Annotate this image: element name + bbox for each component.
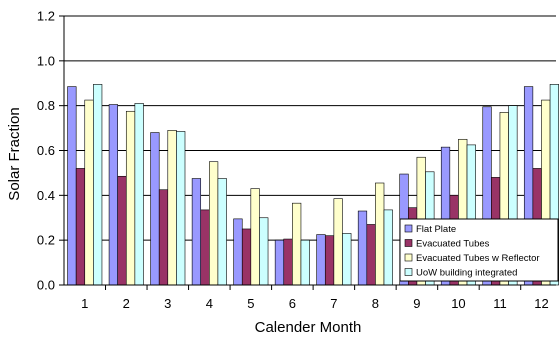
legend-swatch — [404, 253, 413, 262]
legend-label: Evacuated Tubes w Reflector — [416, 253, 540, 264]
x-tick-label: 5 — [247, 296, 254, 311]
legend-label: UoW building integrated — [416, 268, 517, 279]
legend-swatch — [404, 268, 413, 276]
bar-evacuated-tubes-w-reflector — [292, 202, 302, 286]
x-tick-label: 4 — [206, 296, 213, 311]
y-tick-label: 0.2 — [37, 233, 55, 248]
bar-evacuated-tubes — [241, 228, 252, 286]
bar-uow-building-integrated — [217, 178, 227, 286]
bar-evacuated-tubes-w-reflector — [250, 188, 260, 286]
x-tick-label: 6 — [289, 296, 296, 311]
bar-flat-plate — [108, 104, 118, 286]
legend-label: Evacuated Tubes — [416, 239, 490, 250]
bar-flat-plate — [150, 132, 160, 286]
bar-evacuated-tubes — [283, 238, 293, 286]
bar-evacuated-tubes — [158, 189, 169, 286]
y-tick-label: 0.0 — [37, 278, 55, 293]
x-tick-label: 9 — [413, 296, 420, 311]
bar-evacuated-tubes — [200, 209, 210, 286]
y-tick-label: 1.0 — [37, 53, 55, 68]
x-tick-label: 10 — [451, 296, 465, 311]
bar-flat-plate — [316, 234, 326, 286]
legend-swatch — [404, 224, 413, 233]
bar-evacuated-tubes — [75, 168, 86, 286]
y-tick-label: 0.4 — [37, 188, 55, 203]
x-tick-label: 2 — [123, 296, 130, 311]
y-tick-labels: 0.0 0.2 0.4 0.6 0.8 1.0 1.2 — [37, 9, 55, 293]
bar-evacuated-tubes-w-reflector — [167, 130, 177, 286]
y-tick-label: 1.2 — [37, 9, 55, 24]
bar-uow-building-integrated — [300, 239, 310, 286]
bar-evacuated-tubes — [366, 224, 376, 286]
gridlines — [64, 15, 556, 241]
bar-uow-building-integrated — [342, 233, 352, 286]
bar-evacuated-tubes-w-reflector — [84, 99, 94, 286]
x-tick-labels: 1 2 3 4 5 6 7 8 9 10 11 12 — [81, 296, 549, 311]
x-tick-label: 12 — [534, 296, 548, 311]
legend: Flat Plate Evacuated Tubes Evacuated Tubes… — [399, 218, 559, 282]
legend-box — [399, 218, 559, 282]
x-tick-label: 3 — [164, 296, 171, 311]
y-tick-label: 0.6 — [37, 143, 55, 158]
x-tick-label: 1 — [81, 296, 88, 311]
y-tick-label: 0.8 — [37, 98, 55, 113]
bar-flat-plate — [67, 86, 77, 286]
bar-evacuated-tubes-w-reflector — [333, 198, 343, 286]
bar-flat-plate — [233, 218, 243, 286]
bar-evacuated-tubes — [324, 235, 335, 286]
legend-swatch — [404, 239, 413, 247]
y-axis-title: Solar Fraction — [6, 107, 23, 200]
bar-evacuated-tubes-w-reflector — [125, 110, 136, 286]
bar-uow-building-integrated — [176, 131, 186, 286]
bar-flat-plate — [274, 239, 285, 286]
bar-evacuated-tubes-w-reflector — [375, 182, 385, 286]
x-tick-label: 8 — [372, 296, 379, 311]
bar-evacuated-tubes-w-reflector — [209, 161, 219, 286]
axes — [59, 15, 556, 290]
x-axis-title: Calender Month — [255, 319, 362, 336]
bar-uow-building-integrated — [134, 103, 144, 286]
bar-uow-building-integrated — [383, 209, 393, 286]
bar-evacuated-tubes — [117, 175, 127, 286]
bar-uow-building-integrated — [93, 84, 103, 286]
x-tick-label: 7 — [330, 296, 337, 311]
bar-flat-plate — [191, 178, 202, 286]
bar-uow-building-integrated — [259, 217, 269, 286]
x-tick-label: 11 — [493, 296, 507, 311]
legend-label: Flat Plate — [416, 224, 456, 235]
bar-flat-plate — [357, 210, 368, 286]
